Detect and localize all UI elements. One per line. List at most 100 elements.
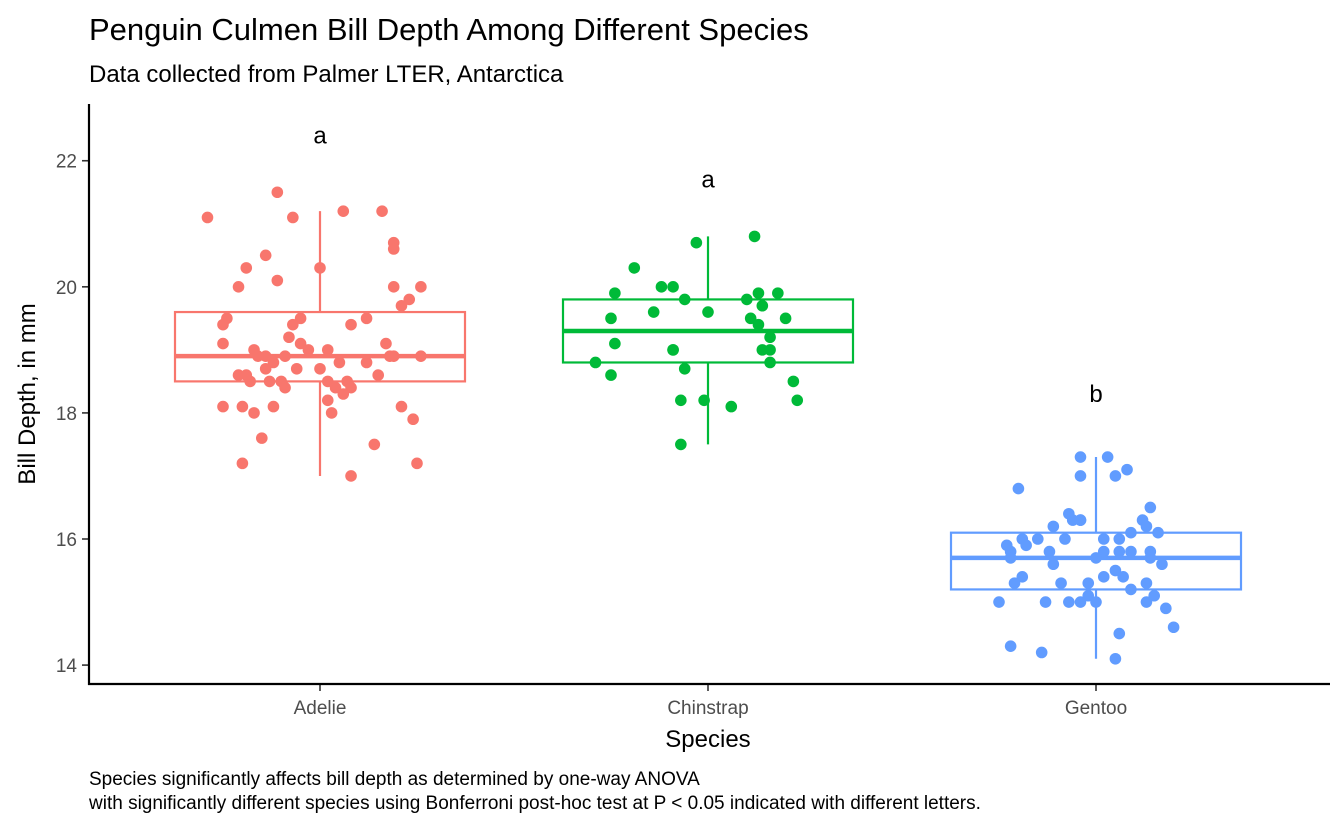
data-point-gentoo-17 bbox=[1032, 533, 1044, 545]
data-point-gentoo-12 bbox=[1140, 520, 1153, 533]
data-point-adelie-49 bbox=[279, 381, 291, 394]
y-tick-label-14: 14 bbox=[56, 656, 78, 677]
data-point-gentoo-0 bbox=[1101, 451, 1114, 463]
data-point-adelie-15 bbox=[395, 299, 408, 312]
data-point-gentoo-40 bbox=[1140, 577, 1153, 589]
data-point-gentoo-38 bbox=[1082, 577, 1095, 589]
y-axis-title: Bill Depth, in mm bbox=[14, 303, 41, 484]
data-point-chinstrap-20 bbox=[667, 344, 679, 356]
data-point-chinstrap-7 bbox=[772, 287, 784, 299]
data-point-gentoo-45 bbox=[1063, 596, 1075, 608]
data-point-adelie-62 bbox=[368, 438, 381, 451]
data-point-adelie-13 bbox=[232, 281, 245, 293]
data-point-gentoo-2 bbox=[1121, 463, 1133, 476]
data-point-adelie-4 bbox=[376, 205, 388, 217]
data-point-gentoo-29 bbox=[1004, 552, 1017, 564]
data-point-gentoo-44 bbox=[1148, 589, 1160, 602]
data-point-gentoo-39 bbox=[1055, 577, 1067, 589]
data-point-gentoo-18 bbox=[1059, 533, 1071, 545]
data-point-adelie-57 bbox=[395, 400, 408, 413]
data-point-chinstrap-18 bbox=[609, 337, 621, 350]
data-point-gentoo-3 bbox=[1109, 470, 1122, 482]
data-point-adelie-0 bbox=[201, 211, 214, 224]
data-point-chinstrap-2 bbox=[628, 262, 641, 274]
caption-line-2: with significantly different species usi… bbox=[88, 793, 981, 814]
data-point-gentoo-10 bbox=[1074, 514, 1087, 526]
data-point-adelie-30 bbox=[252, 350, 264, 362]
data-point-chinstrap-26 bbox=[605, 369, 617, 381]
data-point-gentoo-31 bbox=[1144, 552, 1157, 564]
data-point-adelie-56 bbox=[267, 400, 280, 413]
series-adelie: a bbox=[173, 123, 467, 482]
data-point-gentoo-30 bbox=[1090, 552, 1102, 564]
data-point-gentoo-37 bbox=[1117, 571, 1129, 583]
data-point-gentoo-42 bbox=[1125, 583, 1137, 596]
significance-letter-chinstrap: a bbox=[701, 167, 715, 194]
data-point-chinstrap-29 bbox=[698, 394, 710, 407]
caption-line-1: Species significantly affects bill depth… bbox=[89, 769, 700, 790]
data-point-chinstrap-9 bbox=[741, 293, 753, 306]
data-point-chinstrap-12 bbox=[702, 306, 714, 318]
data-point-adelie-65 bbox=[345, 470, 357, 482]
data-point-gentoo-47 bbox=[1090, 596, 1102, 608]
data-point-gentoo-33 bbox=[1156, 558, 1168, 571]
data-point-adelie-23 bbox=[294, 337, 307, 350]
data-point-adelie-45 bbox=[263, 375, 276, 388]
data-point-chinstrap-10 bbox=[756, 299, 769, 312]
data-point-adelie-33 bbox=[387, 350, 400, 362]
data-point-adelie-52 bbox=[337, 388, 350, 400]
data-point-adelie-50 bbox=[329, 381, 342, 394]
data-point-chinstrap-5 bbox=[609, 287, 621, 299]
data-point-gentoo-56 bbox=[1109, 652, 1122, 665]
data-point-gentoo-22 bbox=[1020, 539, 1032, 552]
data-point-adelie-51 bbox=[345, 381, 357, 394]
chart-subtitle: Data collected from Palmer LTER, Antarct… bbox=[89, 61, 564, 88]
data-point-gentoo-51 bbox=[1160, 602, 1172, 615]
data-point-chinstrap-6 bbox=[752, 287, 765, 299]
data-point-adelie-20 bbox=[217, 318, 229, 331]
data-point-chinstrap-23 bbox=[589, 356, 602, 369]
data-point-chinstrap-30 bbox=[791, 394, 804, 407]
data-point-gentoo-48 bbox=[1039, 596, 1052, 608]
data-point-adelie-35 bbox=[267, 356, 280, 369]
data-point-chinstrap-16 bbox=[752, 318, 765, 331]
data-point-adelie-63 bbox=[236, 457, 249, 470]
data-point-adelie-8 bbox=[240, 262, 253, 274]
data-point-gentoo-32 bbox=[1047, 558, 1060, 571]
data-point-gentoo-46 bbox=[1074, 596, 1087, 608]
data-point-adelie-61 bbox=[255, 432, 268, 444]
data-point-chinstrap-22 bbox=[764, 344, 776, 356]
data-point-gentoo-50 bbox=[1140, 596, 1153, 608]
data-point-adelie-39 bbox=[290, 362, 303, 375]
data-point-gentoo-14 bbox=[1125, 526, 1137, 539]
data-point-gentoo-52 bbox=[1167, 621, 1180, 634]
data-point-adelie-11 bbox=[387, 281, 400, 293]
data-point-adelie-10 bbox=[271, 274, 284, 287]
data-point-chinstrap-8 bbox=[678, 293, 691, 306]
chart-title: Penguin Culmen Bill Depth Among Differen… bbox=[89, 12, 809, 47]
data-point-adelie-22 bbox=[283, 331, 295, 344]
x-tick-label-chinstrap: Chinstrap bbox=[667, 698, 748, 719]
data-point-chinstrap-24 bbox=[764, 356, 776, 369]
axes: Adelie Chinstrap Gentoo 14 16 18 20 22 bbox=[56, 104, 1330, 719]
data-point-chinstrap-14 bbox=[744, 312, 757, 325]
data-point-gentoo-23 bbox=[1097, 545, 1110, 558]
data-point-chinstrap-32 bbox=[675, 438, 687, 451]
data-point-adelie-19 bbox=[287, 318, 299, 331]
y-tick-label-18: 18 bbox=[56, 404, 77, 425]
data-point-adelie-2 bbox=[287, 211, 299, 224]
data-point-adelie-58 bbox=[248, 407, 260, 419]
data-point-gentoo-19 bbox=[1097, 533, 1110, 545]
data-point-gentoo-53 bbox=[1113, 627, 1126, 640]
significance-letter-gentoo: b bbox=[1089, 381, 1102, 408]
data-point-chinstrap-31 bbox=[725, 400, 738, 413]
data-point-gentoo-20 bbox=[1113, 533, 1126, 545]
data-point-gentoo-41 bbox=[1008, 577, 1021, 589]
data-point-adelie-17 bbox=[294, 312, 307, 325]
data-point-gentoo-28 bbox=[1125, 545, 1137, 558]
data-point-gentoo-26 bbox=[1043, 545, 1056, 558]
data-point-adelie-7 bbox=[259, 249, 272, 262]
data-point-adelie-27 bbox=[321, 344, 334, 356]
data-point-adelie-18 bbox=[360, 312, 373, 325]
x-tick-label-adelie: Adelie bbox=[294, 698, 347, 719]
